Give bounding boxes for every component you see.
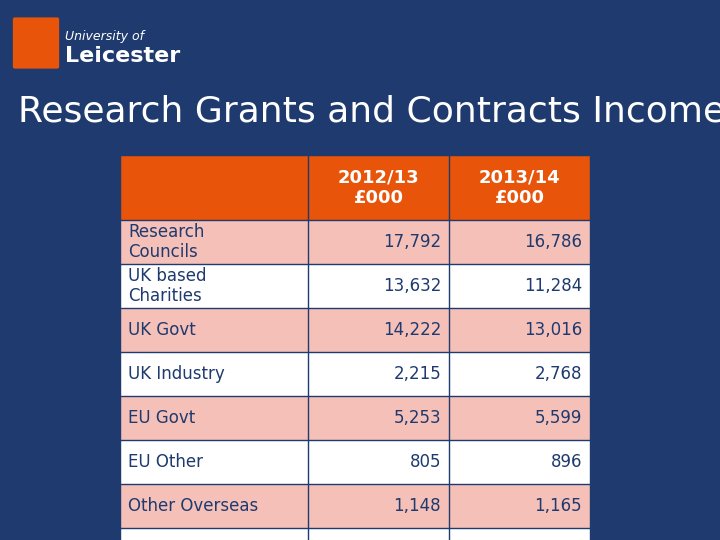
- Text: UK Industry: UK Industry: [128, 365, 225, 383]
- Text: 896: 896: [551, 453, 582, 471]
- Text: Other Overseas: Other Overseas: [128, 497, 258, 515]
- Text: Research Grants and Contracts Income: Research Grants and Contracts Income: [18, 95, 720, 129]
- Text: Leicester: Leicester: [65, 46, 180, 66]
- Text: EU Govt: EU Govt: [128, 409, 195, 427]
- Text: UK Govt: UK Govt: [128, 321, 196, 339]
- Bar: [449, 396, 590, 440]
- Text: 17,792: 17,792: [383, 233, 441, 251]
- Text: 5,599: 5,599: [535, 409, 582, 427]
- Bar: [449, 440, 590, 484]
- Bar: [120, 528, 308, 540]
- Text: 805: 805: [410, 453, 441, 471]
- Text: 2,215: 2,215: [393, 365, 441, 383]
- Bar: [449, 528, 590, 540]
- Text: 1,148: 1,148: [393, 497, 441, 515]
- Bar: [449, 308, 590, 352]
- Text: 13,632: 13,632: [382, 277, 441, 295]
- Bar: [308, 528, 449, 540]
- Bar: [120, 440, 308, 484]
- Text: University of: University of: [65, 30, 144, 43]
- Bar: [449, 484, 590, 528]
- Text: 2013/14
£000: 2013/14 £000: [479, 168, 560, 207]
- Text: 1,165: 1,165: [534, 497, 582, 515]
- Bar: [308, 220, 449, 264]
- Bar: [308, 308, 449, 352]
- Bar: [120, 352, 308, 396]
- Text: 14,222: 14,222: [382, 321, 441, 339]
- Text: 16,786: 16,786: [524, 233, 582, 251]
- Bar: [308, 352, 449, 396]
- Text: 11,284: 11,284: [523, 277, 582, 295]
- Bar: [120, 220, 308, 264]
- Bar: [449, 220, 590, 264]
- Bar: [449, 352, 590, 396]
- FancyBboxPatch shape: [13, 17, 59, 69]
- Bar: [120, 396, 308, 440]
- Bar: [308, 440, 449, 484]
- Text: 2012/13
£000: 2012/13 £000: [338, 168, 419, 207]
- Text: 2,768: 2,768: [534, 365, 582, 383]
- Bar: [308, 396, 449, 440]
- Bar: [449, 264, 590, 308]
- Bar: [308, 484, 449, 528]
- Bar: [120, 484, 308, 528]
- Text: 13,016: 13,016: [523, 321, 582, 339]
- Text: UK based
Charities: UK based Charities: [128, 267, 207, 306]
- Bar: [308, 264, 449, 308]
- Bar: [120, 264, 308, 308]
- Bar: [120, 308, 308, 352]
- Text: EU Other: EU Other: [128, 453, 203, 471]
- Text: 5,253: 5,253: [393, 409, 441, 427]
- Text: Research
Councils: Research Councils: [128, 222, 204, 261]
